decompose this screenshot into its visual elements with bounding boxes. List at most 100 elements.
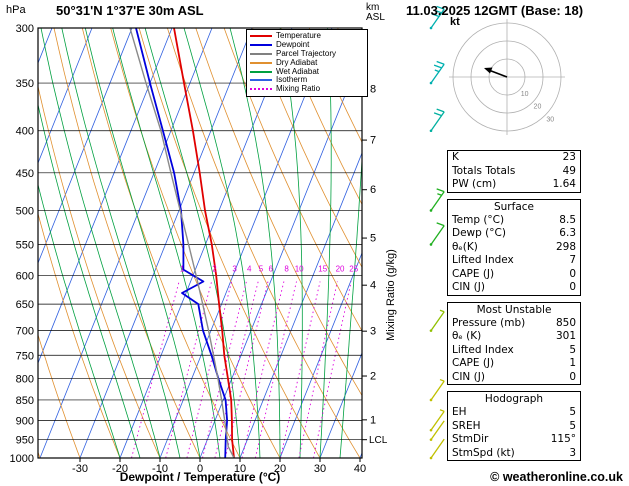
legend-label: Parcel Trajectory bbox=[276, 48, 337, 58]
mixing-ratio-label: 4 bbox=[247, 265, 252, 274]
hodograph-unit-label: kt bbox=[450, 16, 460, 28]
legend-item: Isotherm bbox=[250, 76, 364, 85]
wind-barb-full bbox=[433, 112, 442, 117]
wet-adiabat-line bbox=[40, 28, 161, 458]
isotherm-line bbox=[119, 28, 293, 458]
mixing-ratio-label: 1 bbox=[180, 265, 185, 274]
mixing-ratio-axis-label: Mixing Ratio (g/kg) bbox=[385, 249, 397, 341]
x-axis-label: Dewpoint / Temperature (°C) bbox=[119, 470, 281, 484]
isotherm-line bbox=[39, 28, 213, 458]
wind-barb bbox=[429, 378, 445, 402]
mixing-ratio-label: 25 bbox=[349, 265, 358, 274]
pressure-tick-label: 600 bbox=[16, 271, 34, 283]
pressure-tick-label: 450 bbox=[16, 168, 34, 180]
mixing-ratio-label: 15 bbox=[318, 265, 327, 274]
isotherm-line bbox=[319, 351, 362, 458]
pressure-tick-label: 550 bbox=[16, 239, 34, 251]
stat-label: Temp (°C) bbox=[452, 213, 505, 226]
isotherm-line bbox=[79, 28, 253, 458]
mixing-ratio-line bbox=[214, 281, 259, 458]
wind-barb-full bbox=[433, 9, 442, 14]
wind-barb bbox=[429, 188, 445, 212]
stat-value: 850 bbox=[555, 316, 576, 329]
mixing-ratio-line bbox=[298, 281, 338, 458]
stat-label: PW (cm) bbox=[452, 178, 497, 190]
stat-value: 0 bbox=[569, 267, 576, 280]
stat-label: SREH bbox=[452, 419, 481, 432]
hodograph-ring-label: 20 bbox=[534, 104, 542, 111]
stats-panel: K 23 Totals Totals 49 PW (cm) 1.64 Surface Temp… bbox=[447, 150, 581, 467]
dry-adiabat-line bbox=[252, 28, 362, 269]
mixing-ratio-label: 3 bbox=[232, 265, 237, 274]
pressure-tick-label: 400 bbox=[16, 126, 34, 138]
legend-label: Dewpoint bbox=[276, 40, 310, 50]
lcl-label: LCL bbox=[369, 435, 388, 446]
isotherm-line bbox=[38, 28, 173, 365]
stat-row: EH 5 bbox=[448, 406, 580, 420]
legend-swatch-dewpoint bbox=[250, 44, 272, 47]
hodograph-ring bbox=[488, 58, 526, 96]
wind-barb-shaft bbox=[430, 438, 445, 459]
isotherm-line bbox=[279, 251, 362, 458]
most-unstable-box: Most Unstable Pressure (mb) 850 θₑ (K) 301 Li… bbox=[447, 301, 581, 385]
pressure-axis-unit: hPa bbox=[6, 4, 26, 16]
legend-label: Dry Adiabat bbox=[276, 57, 318, 67]
pressure-tick-label: 850 bbox=[16, 395, 34, 407]
stat-value: 298 bbox=[555, 240, 576, 253]
pressure-tick-label: 350 bbox=[16, 78, 34, 90]
km-unit-line2: ASL bbox=[366, 12, 385, 23]
stat-value: 3 bbox=[569, 446, 576, 459]
wind-barb bbox=[429, 60, 445, 85]
mixing-ratio-label: 8 bbox=[284, 265, 289, 274]
wind-barb-full bbox=[436, 108, 445, 113]
wind-barb-shaft bbox=[430, 380, 445, 401]
stat-value: 0 bbox=[569, 370, 576, 383]
wind-barb-shaft bbox=[430, 311, 445, 331]
km-unit-line1: km bbox=[366, 2, 380, 13]
wind-barb-full bbox=[431, 13, 440, 18]
km-tick-label: 2 bbox=[370, 371, 376, 383]
wind-barb-full bbox=[433, 64, 442, 69]
stat-label: CIN (J) bbox=[452, 281, 485, 293]
stat-row: PW (cm) 1.64 bbox=[448, 178, 580, 192]
legend-label: Temperature bbox=[276, 31, 321, 41]
stat-label: StmDir bbox=[452, 433, 489, 445]
wind-barb-half bbox=[437, 193, 442, 196]
stat-value: 23 bbox=[562, 151, 576, 163]
stat-label: Lifted Index bbox=[452, 254, 514, 266]
stat-box-title: Hodograph bbox=[484, 393, 544, 405]
wind-barb bbox=[429, 309, 445, 332]
wet-adiabat-line bbox=[38, 102, 141, 458]
mixing-ratio-line bbox=[313, 281, 352, 458]
stat-value: 7 bbox=[569, 254, 576, 266]
temp-tick-label: -20 bbox=[112, 463, 128, 475]
wind-barb-shaft bbox=[430, 420, 445, 441]
km-tick-label: 1 bbox=[370, 414, 376, 426]
station-title: 50°31'N 1°37'E 30m ASL bbox=[56, 3, 204, 18]
wind-barb bbox=[429, 420, 445, 441]
stat-label: K bbox=[452, 151, 459, 163]
mixing-ratio-label: 2 bbox=[212, 265, 217, 274]
storm-motion-arrowhead bbox=[484, 67, 493, 74]
legend-item: Parcel Trajectory bbox=[250, 48, 364, 59]
mixing-ratio-line bbox=[165, 281, 213, 458]
wind-barb bbox=[429, 108, 445, 133]
pressure-tick-label: 1000 bbox=[10, 453, 34, 465]
wind-barb-full bbox=[436, 5, 445, 10]
wind-barb-shaft bbox=[430, 8, 445, 29]
mixing-ratio-line bbox=[186, 281, 233, 458]
hodograph-box: Hodograph EH 5 SREH 5 StmDir 115° StmSpd (kt) 3 bbox=[447, 391, 581, 461]
legend-item: Wet Adiabat bbox=[250, 67, 364, 76]
mixing-ratio-line bbox=[131, 281, 180, 458]
legend-label: Wet Adiabat bbox=[276, 66, 319, 76]
pressure-tick-label: 800 bbox=[16, 373, 34, 385]
mixing-ratio-line bbox=[202, 281, 247, 458]
temp-tick-label: 30 bbox=[314, 463, 326, 475]
legend-label: Isotherm bbox=[276, 75, 308, 85]
wind-barb-shaft bbox=[430, 63, 445, 84]
wind-barb bbox=[429, 438, 445, 460]
stat-value: 6.3 bbox=[559, 227, 576, 239]
stat-box-title: Surface bbox=[493, 200, 534, 213]
stat-row: CAPE (J) 1 bbox=[448, 357, 580, 371]
